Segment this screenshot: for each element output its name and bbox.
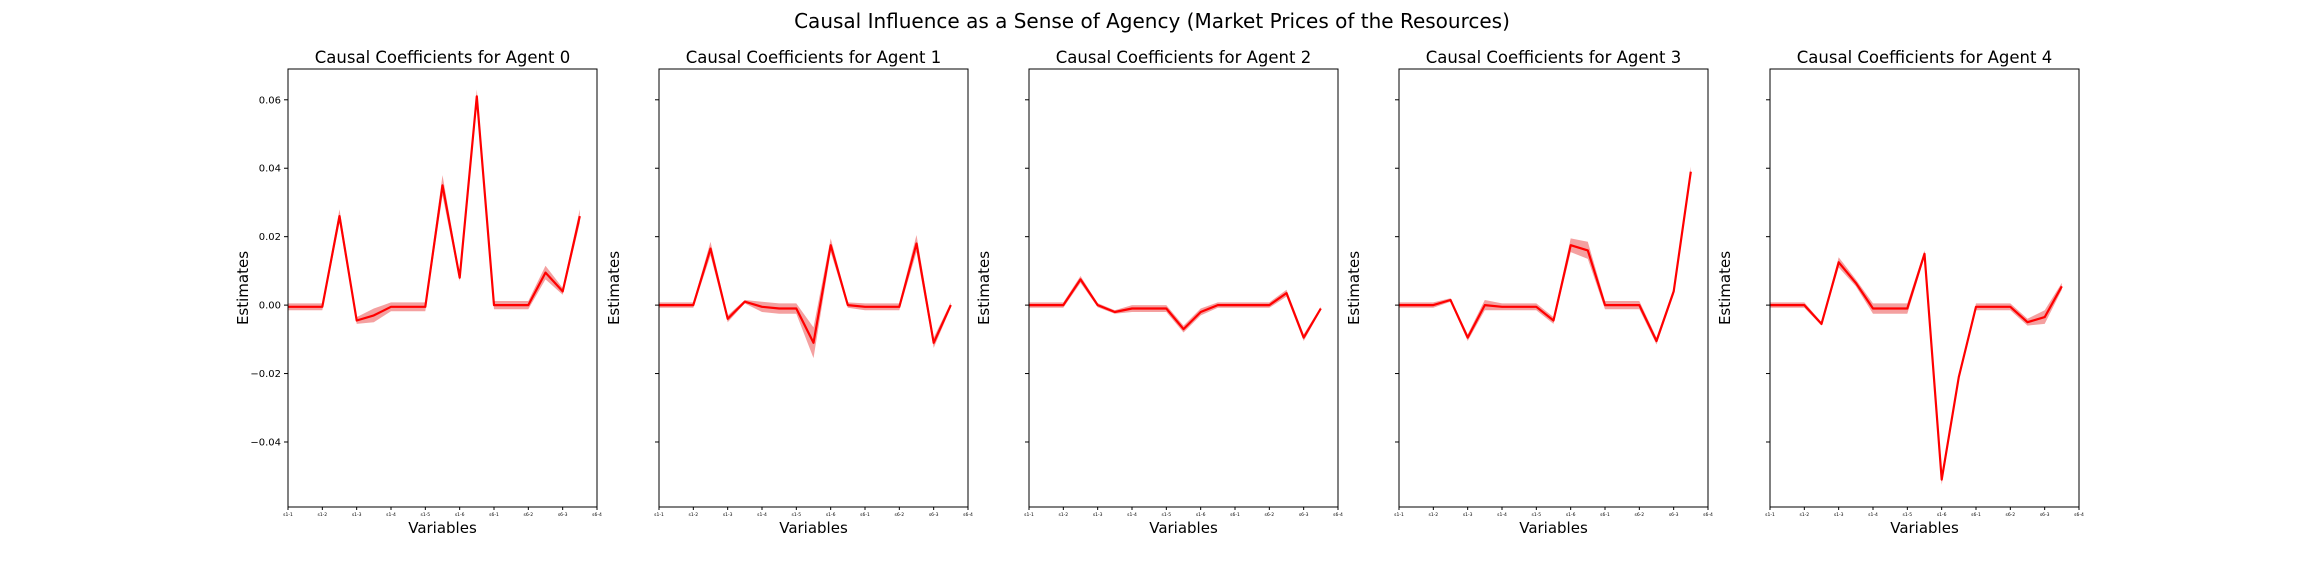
panel-agent-4: Causal Coefficients for Agent 4 Variables… [1716, 48, 2084, 537]
plot-area-frame [1398, 68, 1709, 508]
x-tick-label: s6-3 [558, 512, 568, 518]
x-tick-label: s6-4 [592, 512, 602, 518]
x-axis-label: Variables [1149, 519, 1218, 537]
x-axis-label: Variables [1890, 519, 1959, 537]
x-tick-label: s1-5 [1161, 512, 1171, 518]
y-axis-label: Estimates [234, 251, 252, 325]
confidence-band [659, 235, 951, 359]
x-tick-label: s1-6 [1937, 512, 1947, 518]
y-tick-label: 0.00 [259, 301, 281, 312]
x-tick-label: s1-4 [757, 512, 767, 518]
x-tick-label: s1-1 [283, 512, 293, 518]
x-tick-label: s1-5 [1902, 512, 1912, 518]
x-tick-label: s6-3 [2040, 512, 2050, 518]
x-tick-label: s1-4 [1497, 512, 1507, 518]
x-tick-label: s1-6 [826, 512, 836, 518]
panel-title: Causal Coefficients for Agent 1 [686, 48, 941, 67]
panel-agent-3: Causal Coefficients for Agent 3 Variables… [1345, 48, 1713, 537]
y-tick-label: 0.06 [259, 95, 281, 106]
x-tick-label: s6-1 [489, 512, 499, 518]
x-tick-label: s6-3 [929, 512, 939, 518]
panel-agent-1: Causal Coefficients for Agent 1 Variables… [605, 48, 973, 537]
x-tick-label: s1-2 [1428, 512, 1438, 518]
estimate-line [659, 242, 952, 344]
plot-area-frame [287, 68, 598, 508]
x-axis-label: Variables [408, 519, 477, 537]
y-axis-label: Estimates [1345, 251, 1363, 325]
x-tick-label: s6-3 [1299, 512, 1309, 518]
y-axis-label: Estimates [1716, 251, 1734, 325]
panel-agent-2: Causal Coefficients for Agent 2 Variables… [975, 48, 1343, 537]
x-tick-label: s6-4 [963, 512, 973, 518]
x-tick-label: s1-1 [1765, 512, 1775, 518]
x-tick-label: s6-1 [1230, 512, 1240, 518]
y-tick-label: 0.04 [259, 164, 281, 175]
x-tick-label: s6-2 [2005, 512, 2015, 518]
plot-area-frame [1769, 68, 2080, 508]
x-tick-label: s1-2 [1799, 512, 1809, 518]
figure-title: Causal Influence as a Sense of Agency (M… [794, 9, 1510, 33]
x-tick-label: s1-4 [386, 512, 396, 518]
x-tick-label: s6-2 [523, 512, 533, 518]
x-tick-label: s1-3 [723, 512, 733, 518]
y-tick-label: −0.02 [250, 369, 281, 380]
panels: Causal Coefficients for Agent 0 Variables… [234, 48, 2084, 537]
x-axis-label: Variables [779, 519, 848, 537]
x-tick-label: s6-4 [1703, 512, 1713, 518]
x-axis-label: Variables [1519, 519, 1588, 537]
x-tick-label: s1-3 [352, 512, 362, 518]
x-tick-label: s1-6 [1566, 512, 1576, 518]
x-tick-label: s1-2 [688, 512, 698, 518]
x-tick-label: s6-3 [1669, 512, 1679, 518]
x-tick-label: s6-1 [1600, 512, 1610, 518]
y-axis-label: Estimates [605, 251, 623, 325]
plot-area-frame [658, 68, 969, 508]
x-tick-label: s1-3 [1463, 512, 1473, 518]
x-tick-label: s1-3 [1834, 512, 1844, 518]
panel-agent-0: Causal Coefficients for Agent 0 Variables… [234, 48, 602, 537]
x-tick-label: s6-2 [1634, 512, 1644, 518]
estimate-line [1029, 278, 1322, 339]
x-tick-label: s1-2 [1058, 512, 1068, 518]
x-tick-label: s1-5 [791, 512, 801, 518]
x-tick-label: s1-2 [317, 512, 327, 518]
estimate-line [1770, 252, 2063, 481]
x-tick-label: s6-2 [1264, 512, 1274, 518]
x-tick-label: s1-1 [654, 512, 664, 518]
plot-area-frame [1028, 68, 1339, 508]
estimate-line [1399, 171, 1692, 343]
panel-title: Causal Coefficients for Agent 4 [1797, 48, 2052, 67]
x-tick-label: s6-1 [1971, 512, 1981, 518]
x-tick-label: s1-1 [1024, 512, 1034, 518]
panel-title: Causal Coefficients for Agent 2 [1056, 48, 1311, 67]
x-tick-label: s1-5 [420, 512, 430, 518]
x-tick-label: s1-1 [1394, 512, 1404, 518]
x-tick-label: s1-4 [1127, 512, 1137, 518]
x-tick-label: s6-4 [1333, 512, 1343, 518]
x-tick-label: s6-4 [2074, 512, 2084, 518]
x-tick-label: s1-6 [455, 512, 465, 518]
x-tick-label: s1-3 [1093, 512, 1103, 518]
confidence-band [1770, 250, 2062, 485]
y-tick-label: −0.04 [250, 437, 281, 448]
estimate-line [288, 95, 581, 322]
panel-title: Causal Coefficients for Agent 0 [315, 48, 570, 67]
x-tick-label: s1-4 [1868, 512, 1878, 518]
x-tick-label: s6-1 [860, 512, 870, 518]
y-tick-label: 0.02 [259, 232, 281, 243]
panel-title: Causal Coefficients for Agent 3 [1426, 48, 1681, 67]
y-axis-label: Estimates [975, 251, 993, 325]
x-tick-label: s1-5 [1531, 512, 1541, 518]
x-tick-label: s6-2 [894, 512, 904, 518]
x-tick-label: s1-6 [1196, 512, 1206, 518]
